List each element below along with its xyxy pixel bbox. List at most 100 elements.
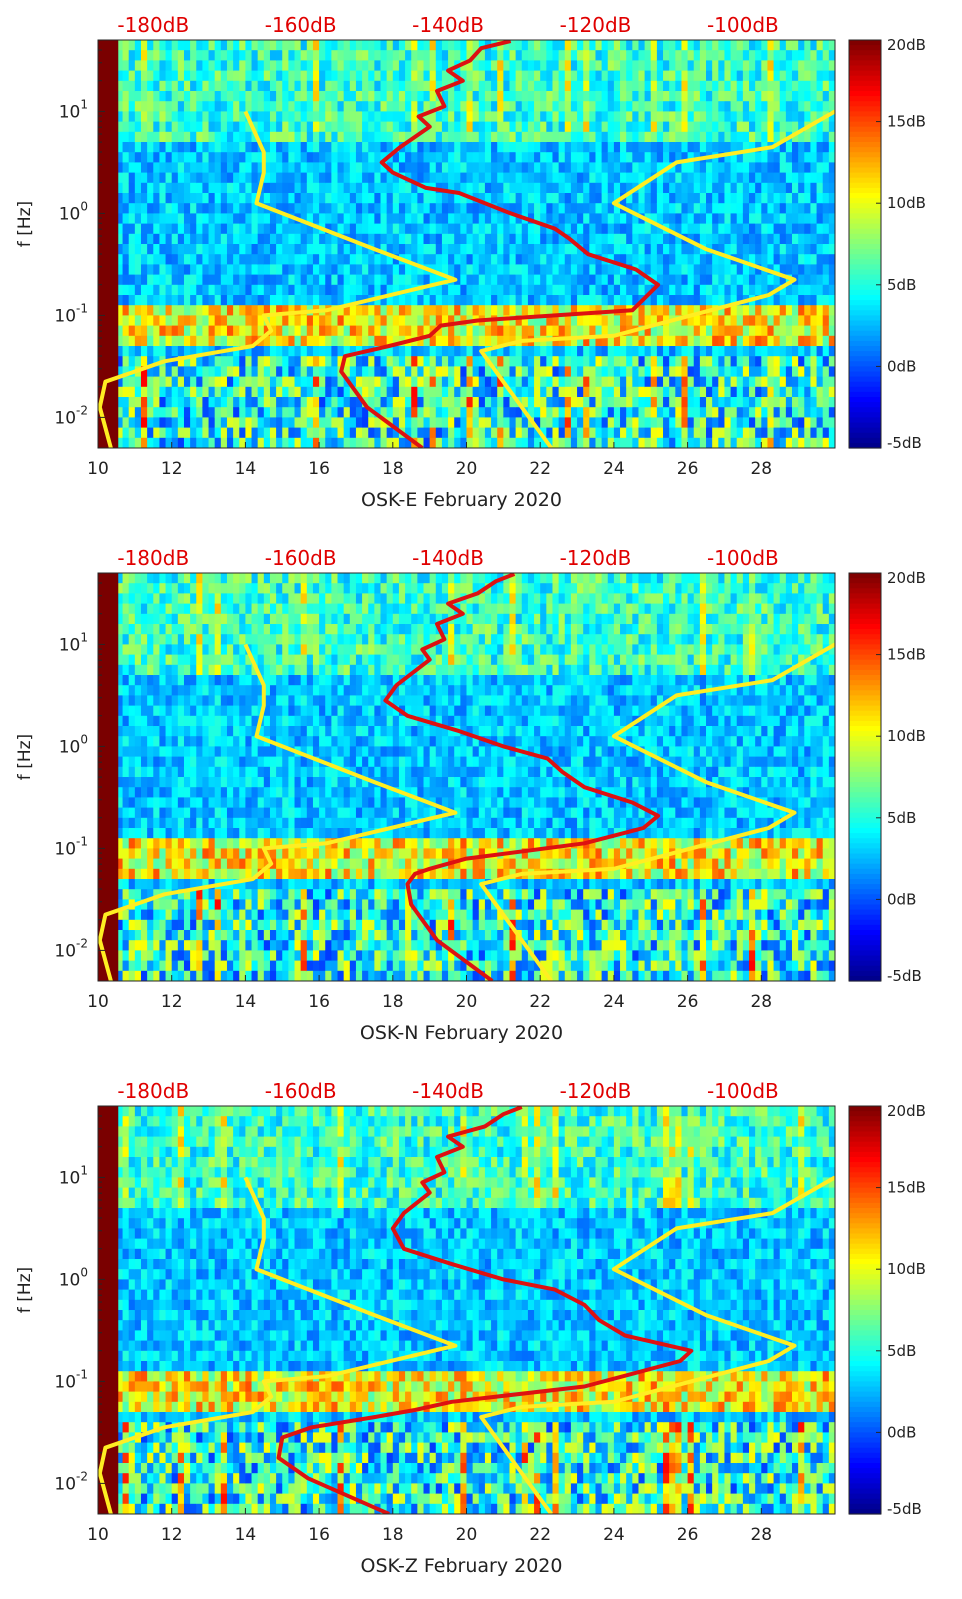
- series-line-0: [98, 110, 458, 448]
- x-tick-label: 16: [308, 1525, 330, 1545]
- x-tick-label: 20: [456, 459, 478, 479]
- series-line-1: [479, 642, 835, 981]
- series-line-2: [276, 1106, 694, 1514]
- colorbar-tick-label: -5dB: [887, 434, 922, 452]
- x-tick-label: 28: [750, 992, 772, 1012]
- x-tick-label: 16: [308, 992, 330, 1012]
- colorbar: [848, 39, 882, 449]
- colorbar: [848, 1105, 882, 1515]
- x-tick-label: 12: [161, 1525, 183, 1545]
- top-db-label: -140dB: [412, 13, 484, 37]
- x-tick-label: 18: [382, 992, 404, 1012]
- x-axis-label: OSK-Z February 2020: [361, 1555, 563, 1577]
- colorbar-tick-label: -5dB: [887, 1500, 922, 1518]
- x-tick-label: 10: [87, 1525, 109, 1545]
- series-line-2: [383, 573, 661, 981]
- colorbar-tick-label: 5dB: [887, 809, 916, 827]
- y-axis-label: f [Hz]: [15, 734, 35, 780]
- y-tick-label: 101: [59, 1163, 88, 1188]
- series-line-2: [339, 40, 661, 448]
- top-db-label: -140dB: [412, 1079, 484, 1103]
- colorbar-tick-label: 20dB: [887, 1102, 926, 1120]
- spectrogram-panel-osk-n: 10 12 14 16 18 20 22 24 26 28 10-2 10-1 100 101 -180dB…: [0, 533, 962, 1066]
- x-tick-label: 18: [382, 459, 404, 479]
- top-db-label: -120dB: [560, 13, 632, 37]
- y-tick-label: 10-1: [54, 1367, 88, 1392]
- x-tick-label: 12: [161, 459, 183, 479]
- x-tick-label: 22: [529, 1525, 551, 1545]
- x-tick-label: 26: [677, 1525, 699, 1545]
- x-tick-label: 20: [456, 992, 478, 1012]
- colorbar-tick-label: 15dB: [887, 1179, 926, 1197]
- chart-svg: 10 12 14 16 18 20 22 24 26 28 10-2 10-1 100 101 -180dB…: [15, 13, 926, 511]
- colorbar-tick-label: 0dB: [887, 1423, 916, 1441]
- y-tick-label: 101: [59, 630, 88, 655]
- x-tick-label: 10: [87, 459, 109, 479]
- top-db-label: -160dB: [265, 13, 337, 37]
- top-db-label: -100dB: [707, 13, 779, 37]
- x-tick-label: 14: [235, 1525, 257, 1545]
- colorbar-tick-label: 15dB: [887, 113, 926, 131]
- top-db-label: -180dB: [117, 13, 189, 37]
- x-tick-label: 18: [382, 1525, 404, 1545]
- x-tick-label: 28: [750, 459, 772, 479]
- colorbar-tick-label: 20dB: [887, 569, 926, 587]
- x-tick-label: 20: [456, 1525, 478, 1545]
- y-tick-label: 10-1: [54, 834, 88, 859]
- x-tick-label: 28: [750, 1525, 772, 1545]
- colorbar-tick-label: 5dB: [887, 276, 916, 294]
- heatmap-cells: [98, 573, 835, 981]
- colorbar-tick-label: -5dB: [887, 967, 922, 985]
- x-axis-label: OSK-N February 2020: [360, 1022, 563, 1044]
- top-db-label: -100dB: [707, 1079, 779, 1103]
- top-db-label: -100dB: [707, 546, 779, 570]
- series-line-1: [479, 109, 835, 448]
- heatmap-cells: [98, 1106, 835, 1514]
- colorbar-tick-label: 10dB: [887, 1260, 926, 1278]
- heatmap-cells: [98, 40, 835, 448]
- y-tick-label: 101: [59, 97, 88, 122]
- colorbar-tick-label: 0dB: [887, 357, 916, 375]
- y-tick-label: 10-2: [54, 1469, 88, 1494]
- y-axis-label: f [Hz]: [15, 201, 35, 247]
- chart-svg: 10 12 14 16 18 20 22 24 26 28 10-2 10-1 100 101 -180dB…: [15, 546, 926, 1044]
- x-tick-label: 24: [603, 459, 625, 479]
- y-tick-label: 10-2: [54, 936, 88, 961]
- top-db-label: -120dB: [560, 1079, 632, 1103]
- x-tick-label: 24: [603, 1525, 625, 1545]
- y-tick-label: 100: [59, 199, 88, 224]
- x-tick-label: 26: [677, 459, 699, 479]
- x-tick-label: 22: [529, 992, 551, 1012]
- x-axis-label: OSK-E February 2020: [361, 489, 562, 511]
- top-db-label: -120dB: [560, 546, 632, 570]
- colorbar-tick-label: 10dB: [887, 727, 926, 745]
- x-tick-label: 10: [87, 992, 109, 1012]
- y-tick-label: 10-2: [54, 403, 88, 428]
- top-db-label: -180dB: [117, 546, 189, 570]
- chart-svg: 10 12 14 16 18 20 22 24 26 28 10-2 10-1 100 101 -180dB…: [15, 1079, 926, 1577]
- x-tick-label: 26: [677, 992, 699, 1012]
- x-tick-label: 22: [529, 459, 551, 479]
- x-tick-label: 14: [235, 992, 257, 1012]
- colorbar-tick-label: 0dB: [887, 890, 916, 908]
- y-tick-label: 100: [59, 1265, 88, 1290]
- colorbar: [848, 572, 882, 982]
- series-line-1: [479, 1175, 835, 1514]
- top-db-label: -160dB: [265, 546, 337, 570]
- top-db-label: -180dB: [117, 1079, 189, 1103]
- y-axis-label: f [Hz]: [15, 1267, 35, 1313]
- x-tick-label: 14: [235, 459, 257, 479]
- spectrogram-panel-osk-z: 10 12 14 16 18 20 22 24 26 28 10-2 10-1 100 101 -180dB…: [0, 1066, 962, 1599]
- x-tick-label: 16: [308, 459, 330, 479]
- y-tick-label: 10-1: [54, 301, 88, 326]
- top-db-label: -140dB: [412, 546, 484, 570]
- series-line-0: [98, 1176, 458, 1514]
- series-line-0: [98, 643, 458, 981]
- spectrogram-panel-osk-e: 10 12 14 16 18 20 22 24 26 28 10-2 10-1 100 101 -180dB…: [0, 0, 962, 533]
- colorbar-tick-label: 10dB: [887, 194, 926, 212]
- colorbar-tick-label: 15dB: [887, 646, 926, 664]
- x-tick-label: 24: [603, 992, 625, 1012]
- top-db-label: -160dB: [265, 1079, 337, 1103]
- colorbar-tick-label: 5dB: [887, 1342, 916, 1360]
- colorbar-tick-label: 20dB: [887, 36, 926, 54]
